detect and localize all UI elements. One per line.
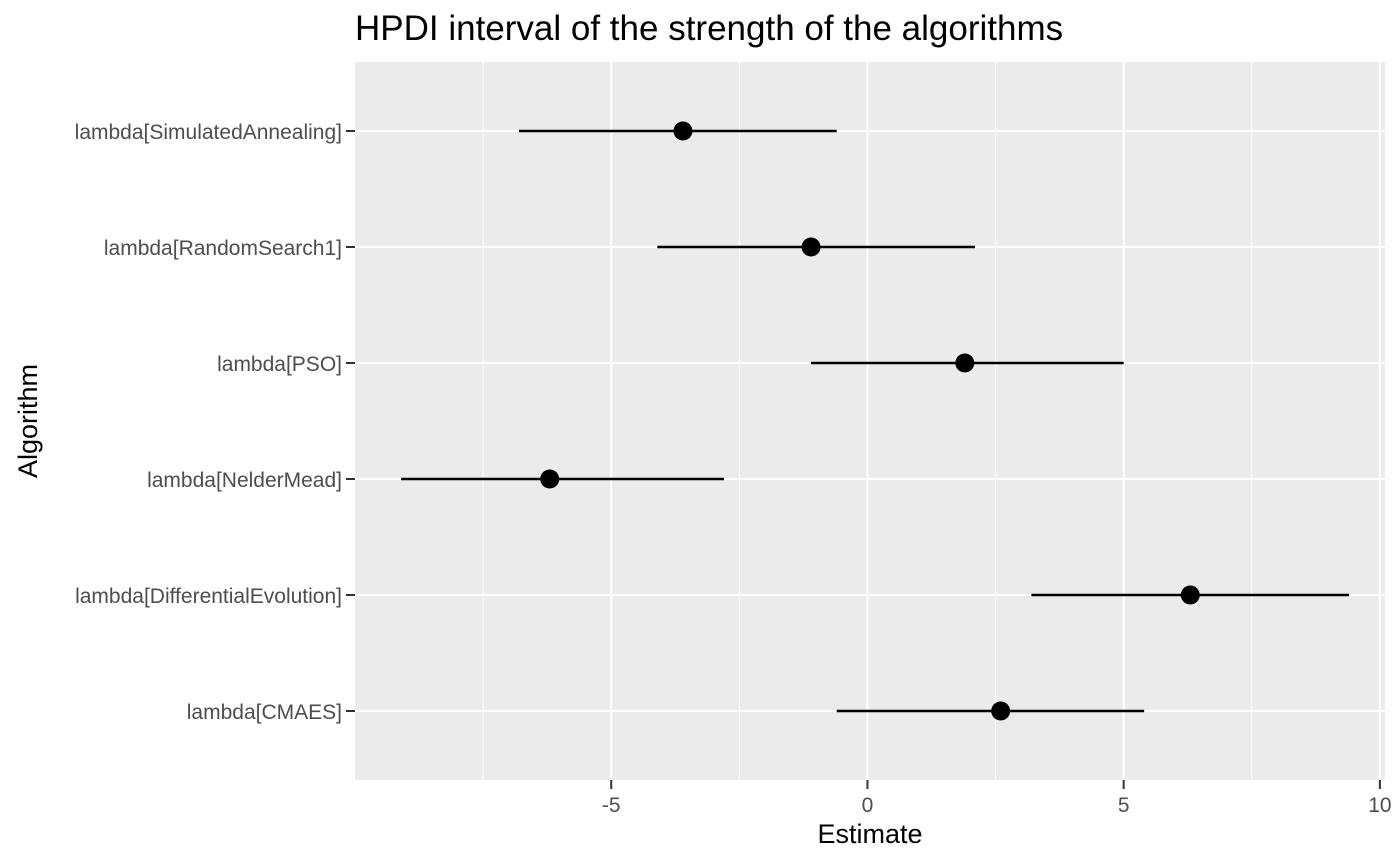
y-tick-label: lambda[PSO] — [217, 353, 342, 376]
estimate-point — [991, 701, 1011, 721]
chart-title: HPDI interval of the strength of the alg… — [355, 9, 1063, 48]
plot-panel — [355, 62, 1385, 780]
x-tick-label: 5 — [1118, 794, 1130, 817]
y-tick-label: lambda[CMAES] — [187, 701, 342, 724]
interval-marks — [401, 121, 1350, 721]
y-tick-label: lambda[RandomSearch1] — [104, 237, 342, 260]
y-axis-title: Algorithm — [13, 364, 43, 478]
y-tick-label: lambda[SimulatedAnnealing] — [75, 121, 342, 144]
x-axis: -5 0 5 10 — [602, 780, 1392, 817]
estimate-point — [540, 469, 560, 489]
estimate-point — [673, 121, 693, 141]
x-tick-label: 10 — [1368, 794, 1391, 817]
y-axis: lambda[SimulatedAnnealing] lambda[RandomS… — [75, 121, 355, 724]
y-tick-label: lambda[DifferentialEvolution] — [75, 585, 342, 608]
x-tick-label: 0 — [862, 794, 874, 817]
estimate-point — [801, 237, 821, 257]
y-tick-label: lambda[NelderMead] — [147, 469, 342, 492]
x-tick-label: -5 — [602, 794, 621, 817]
estimate-point — [1180, 585, 1200, 605]
estimate-point — [955, 353, 975, 373]
x-axis-title: Estimate — [817, 819, 922, 849]
